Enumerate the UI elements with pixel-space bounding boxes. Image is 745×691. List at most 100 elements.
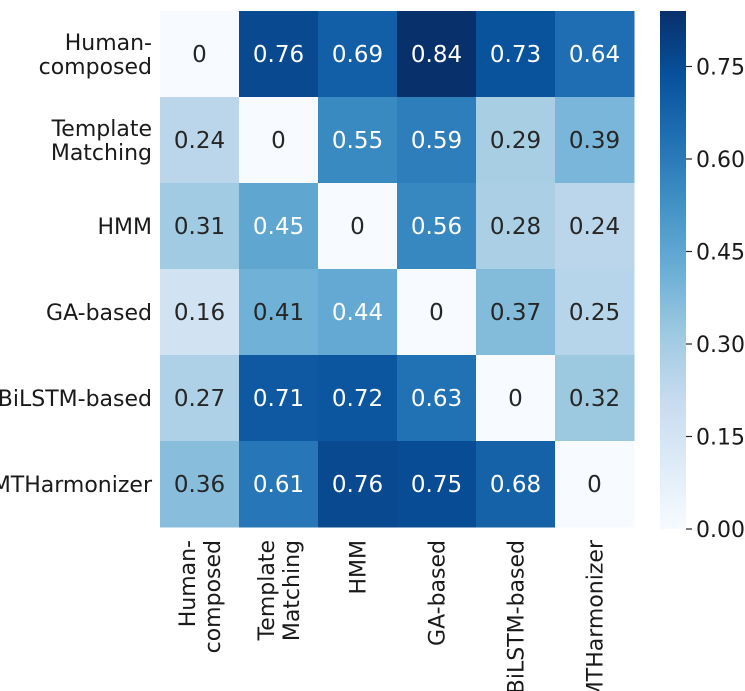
cell-value-label: 0.27: [174, 386, 225, 412]
x-tick-label: composed: [201, 540, 226, 653]
y-tick-label-line: GA-based: [46, 301, 152, 326]
y-tick-label-line: Human-: [65, 31, 152, 56]
heatmap-cell: [160, 355, 240, 442]
heatmap-cell: [318, 97, 398, 184]
y-tick-label-line: BiLSTM-based: [0, 387, 152, 412]
cell-value-label: 0.71: [253, 386, 304, 412]
cell-value-label: 0.24: [174, 128, 225, 154]
colorbar-tick-label: 0.30: [696, 333, 745, 358]
cell-value-label: 0: [587, 472, 602, 498]
cell-value-label: 0.55: [332, 128, 383, 154]
colorbar-tick-label: 0.60: [696, 148, 745, 173]
heatmap-cell: [239, 97, 319, 184]
cell-value-label: 0.36: [174, 472, 225, 498]
cell-value-label: 0.25: [569, 300, 620, 326]
heatmap-cell: [397, 183, 477, 270]
colorbar-tick-label: 0.75: [696, 56, 745, 81]
heatmap-cell: [555, 183, 635, 270]
heatmap-cell: [397, 11, 477, 98]
cell-value-label: 0.29: [490, 128, 541, 154]
heatmap-cell: [318, 269, 398, 356]
heatmap-cell: [160, 269, 240, 356]
heatmap-cell: [318, 11, 398, 98]
cell-value-label: 0.16: [174, 300, 225, 326]
heatmap-cell: [476, 97, 556, 184]
y-axis-labels: Human-composed Template Matching HMM GA-base…: [0, 31, 153, 498]
heatmap-cells: 0 0.76 0.69 0.84 0.73 0.64 0.24 0 0.55 0.59 0.29 0.…: [160, 11, 635, 528]
heatmap-cell: [476, 355, 556, 442]
heatmap-cell: [160, 183, 240, 270]
cell-value-label: 0.39: [569, 128, 620, 154]
y-tick-label-line: Template: [51, 117, 152, 142]
x-tick-label-group: HMM: [347, 540, 372, 595]
y-tick-label: Template Matching: [51, 117, 152, 166]
heatmap-cell: [239, 11, 319, 98]
x-tick-label: BiLSTM-based: [505, 540, 530, 691]
x-tick-label-group: Human-composed: [176, 540, 226, 653]
y-tick-label: BiLSTM-based: [0, 387, 152, 412]
heatmap-cell: [555, 441, 635, 528]
heatmap-cell: [476, 11, 556, 98]
heatmap-cell: [239, 183, 319, 270]
heatmap-cell: [555, 11, 635, 98]
cell-value-label: 0.61: [253, 472, 304, 498]
x-tick-label: Human-: [176, 540, 201, 627]
heatmap-cell: [160, 11, 240, 98]
y-tick-label-line: HMM: [97, 215, 152, 240]
cell-value-label: 0.32: [569, 386, 620, 412]
cell-value-label: 0: [271, 128, 286, 154]
heatmap-cell: [476, 269, 556, 356]
heatmap-cell: [397, 269, 477, 356]
x-tick-label: Template: [255, 540, 280, 641]
heatmap-cell: [239, 355, 319, 442]
cell-value-label: 0.28: [490, 214, 541, 240]
cell-value-label: 0.41: [253, 300, 304, 326]
y-tick-label-line: MTHarmonizer: [0, 473, 153, 498]
x-tick-label-group: BiLSTM-based: [505, 540, 530, 691]
cell-value-label: 0.44: [332, 300, 383, 326]
heatmap-cell: [555, 269, 635, 356]
heatmap-cell: [239, 441, 319, 528]
cell-value-label: 0.31: [174, 214, 225, 240]
cell-value-label: 0.84: [411, 42, 462, 68]
x-tick-label-group: Template Matching: [255, 540, 305, 641]
colorbar-tick-label: 0.15: [696, 426, 745, 451]
cell-value-label: 0: [508, 386, 523, 412]
cell-value-label: 0.37: [490, 300, 541, 326]
cell-value-label: 0.64: [569, 42, 620, 68]
y-tick-label: MTHarmonizer: [0, 473, 153, 498]
cell-value-label: 0: [350, 214, 365, 240]
heatmap-cell: [318, 183, 398, 270]
cell-value-label: 0.73: [490, 42, 541, 68]
cell-value-label: 0.75: [411, 472, 462, 498]
heatmap-cell: [397, 97, 477, 184]
x-tick-label: HMM: [347, 540, 372, 595]
heatmap-cell: [160, 97, 240, 184]
x-axis-labels: Human-composed Template Matching HMM GA-base…: [176, 539, 609, 691]
colorbar-tick-label: 0.00: [696, 518, 745, 543]
colorbar-tick-label: 0.45: [696, 241, 745, 266]
cell-value-label: 0: [192, 42, 207, 68]
heatmap-cell: [397, 355, 477, 442]
colorbar: 0.00 0.15 0.30 0.45 0.60 0.75: [660, 11, 745, 543]
cell-value-label: 0.76: [253, 42, 304, 68]
heatmap-cell: [397, 441, 477, 528]
cell-value-label: 0.76: [332, 472, 383, 498]
heatmap-cell: [318, 441, 398, 528]
heatmap-cell: [476, 441, 556, 528]
heatmap-cell: [239, 269, 319, 356]
y-tick-label-line: composed: [39, 55, 152, 80]
cell-value-label: 0.59: [411, 128, 462, 154]
y-tick-label: HMM: [97, 215, 152, 240]
cell-value-label: 0.45: [253, 214, 304, 240]
x-tick-label-group: MTHarmonizer: [584, 539, 609, 691]
cell-value-label: 0.63: [411, 386, 462, 412]
y-tick-label: GA-based: [46, 301, 152, 326]
colorbar-gradient: [660, 11, 686, 529]
cell-value-label: 0.56: [411, 214, 462, 240]
cell-value-label: 0.69: [332, 42, 383, 68]
x-tick-label: GA-based: [426, 540, 451, 646]
heatmap-cell: [555, 355, 635, 442]
heatmap-cell: [555, 97, 635, 184]
